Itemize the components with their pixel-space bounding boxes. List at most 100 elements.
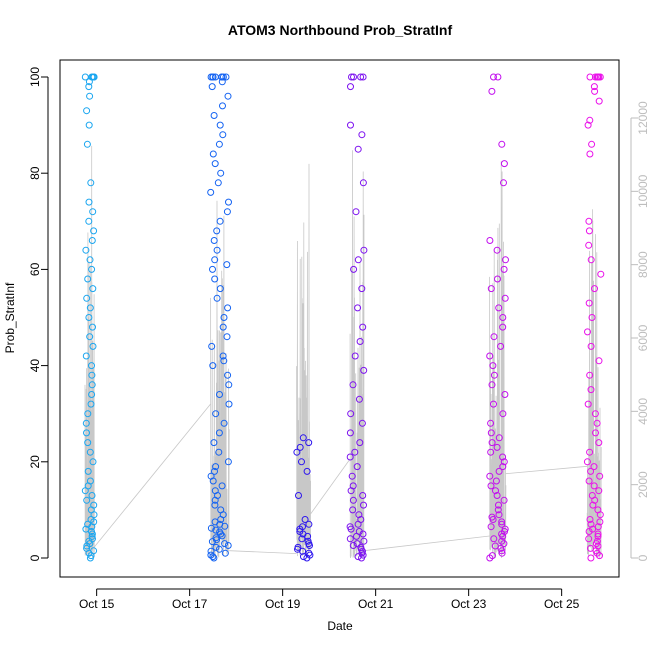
data-point: [211, 275, 219, 283]
data-point: [495, 434, 503, 442]
data-point: [216, 121, 224, 129]
data-point: [488, 381, 496, 389]
data-point: [499, 453, 507, 461]
data-point: [358, 419, 366, 427]
y-axis-label: Prob_StratInf: [3, 282, 17, 353]
data-point: [213, 294, 221, 302]
data-point: [216, 391, 223, 398]
data-point: [219, 352, 227, 360]
data-point: [216, 217, 224, 225]
data-point: [225, 198, 232, 206]
bottom-tick-label: Oct 21: [358, 597, 394, 611]
data-point: [88, 391, 96, 398]
data-point: [499, 314, 507, 321]
bottom-axis: Oct 15 Oct 17 Oct 19 Oct 21 Oct 23 Oct 25: [79, 588, 580, 611]
right-tick-label: 2000: [636, 471, 650, 498]
data-point: [82, 525, 90, 533]
data-point: [81, 73, 89, 81]
data-point: [354, 304, 362, 312]
right-tick-label: 6000: [636, 324, 650, 351]
data-point: [584, 121, 592, 129]
data-point: [585, 528, 593, 535]
data-point: [211, 487, 219, 495]
right-tick-label: 8000: [636, 251, 650, 278]
data-point: [594, 530, 602, 538]
data-point: [356, 439, 364, 447]
data-point: [218, 78, 226, 86]
data-point: [499, 410, 507, 418]
data-point: [498, 549, 506, 557]
data-point: [299, 523, 306, 531]
data-point: [500, 265, 508, 273]
data-point: [357, 516, 365, 523]
data-point: [83, 429, 90, 437]
data-point: [305, 549, 313, 557]
data-point: [210, 112, 218, 119]
data-point: [490, 371, 498, 379]
data-point: [501, 525, 509, 533]
data-point: [212, 410, 220, 418]
data-point: [349, 542, 357, 549]
data-point: [215, 448, 223, 456]
data-point: [358, 285, 366, 293]
data-point: [217, 506, 225, 514]
data-point: [585, 299, 593, 307]
bottom-tick-label: Oct 25: [544, 597, 580, 611]
data-point: [86, 477, 94, 485]
data-point: [587, 520, 595, 528]
data-point: [85, 217, 93, 225]
secondary-connector: [310, 458, 351, 515]
data-point: [84, 439, 92, 447]
secondary-connector: [363, 535, 490, 552]
secondary-series-line: [349, 150, 365, 559]
data-point: [212, 534, 220, 542]
right-tick-label: 4000: [636, 398, 650, 425]
data-point: [300, 553, 307, 561]
left-tick-label: 0: [28, 554, 42, 561]
data-point: [595, 487, 603, 495]
data-point: [304, 537, 312, 545]
data-point: [346, 429, 354, 437]
data-point: [360, 501, 367, 509]
data-point: [586, 150, 594, 158]
data-point: [88, 362, 95, 370]
data-point: [208, 342, 216, 350]
data-point: [585, 241, 593, 249]
data-point: [596, 518, 604, 526]
data-point: [586, 73, 594, 81]
data-point: [493, 246, 501, 254]
data-point: [210, 439, 218, 447]
data-point: [207, 524, 215, 532]
left-tick-label: 20: [28, 455, 42, 469]
data-point: [90, 73, 98, 81]
data-point: [85, 314, 93, 321]
data-point: [346, 535, 354, 543]
data-point: [222, 73, 230, 81]
data-point: [209, 362, 217, 370]
data-point: [490, 73, 497, 81]
data-point: [83, 294, 91, 302]
data-point: [85, 121, 93, 129]
data-point: [589, 525, 597, 533]
data-point: [502, 256, 509, 264]
data-point: [219, 73, 227, 81]
data-point: [223, 333, 231, 341]
secondary-series-line: [84, 145, 95, 558]
data-point: [584, 328, 591, 336]
bottom-tick-label: Oct 17: [172, 597, 208, 611]
data-point: [299, 434, 307, 442]
data-point: [88, 528, 95, 535]
data-point: [212, 543, 220, 551]
data-point: [88, 532, 96, 540]
data-point: [357, 543, 365, 551]
data-point: [587, 467, 595, 475]
data-point: [486, 237, 494, 244]
data-point: [212, 526, 220, 534]
data-point: [591, 87, 599, 95]
data-point: [497, 342, 505, 350]
data-point: [89, 535, 96, 543]
data-point: [215, 429, 223, 437]
data-point: [501, 391, 509, 398]
data-point: [360, 366, 368, 374]
data-point: [588, 140, 596, 148]
